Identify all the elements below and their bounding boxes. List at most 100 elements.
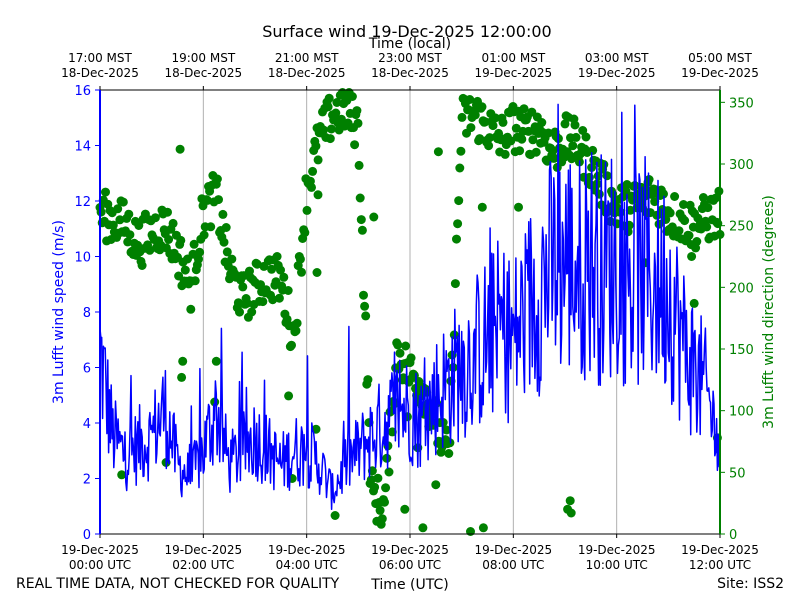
- direction-point: [311, 141, 321, 151]
- direction-point: [453, 219, 463, 229]
- direction-point: [703, 203, 713, 213]
- direction-point: [178, 356, 188, 366]
- direction-point: [211, 356, 221, 366]
- direction-point: [175, 144, 185, 154]
- direction-point: [363, 375, 373, 385]
- direction-point: [490, 113, 500, 123]
- direction-point: [235, 307, 244, 317]
- direction-point: [124, 209, 134, 219]
- direction-point: [353, 118, 363, 128]
- direction-point: [176, 235, 186, 245]
- direction-point: [454, 196, 464, 206]
- direction-point: [377, 514, 387, 524]
- direction-point: [113, 204, 123, 214]
- direction-point: [381, 483, 391, 493]
- right-axis-ticks: 0 50 100 150 200 250 300 350: [720, 96, 754, 543]
- direction-point: [356, 215, 366, 225]
- direction-point: [118, 197, 128, 207]
- direction-point: [375, 505, 385, 515]
- direction-point: [470, 110, 480, 120]
- direction-point: [484, 141, 494, 151]
- y-tick-label-right: 350: [729, 96, 754, 111]
- direction-point: [323, 102, 333, 112]
- y-axis-label-right: 3m Lufft wind direction (degrees): [761, 195, 777, 429]
- direction-point: [566, 508, 576, 518]
- direction-point: [336, 114, 346, 124]
- direction-point: [684, 231, 694, 240]
- direction-point: [466, 527, 475, 536]
- direction-point: [186, 304, 196, 314]
- direction-point: [267, 264, 277, 274]
- direction-point: [680, 216, 690, 226]
- direction-point: [194, 254, 203, 264]
- top-tick-label-time: 21:00 MST: [275, 51, 339, 65]
- x-tick-label-time: 08:00 UTC: [482, 558, 544, 572]
- direction-point: [312, 268, 322, 277]
- direction-point: [433, 147, 443, 157]
- direction-point: [478, 523, 488, 533]
- direction-point: [108, 220, 118, 230]
- direction-point: [117, 470, 127, 480]
- x-tick-label-time: 04:00 UTC: [276, 558, 338, 572]
- direction-point: [168, 218, 178, 228]
- direction-point: [418, 523, 428, 533]
- direction-point: [324, 93, 334, 103]
- direction-point: [485, 133, 495, 143]
- direction-point: [571, 132, 581, 142]
- direction-point: [272, 252, 282, 261]
- direction-point: [515, 146, 525, 156]
- top-tick-label-date: 19-Dec-2025: [681, 66, 759, 80]
- direction-point: [431, 480, 441, 490]
- direction-point: [477, 102, 487, 112]
- direction-point: [361, 311, 371, 321]
- direction-point: [565, 496, 575, 506]
- x-tick-label-date: 19-Dec-2025: [578, 543, 656, 557]
- direction-point: [570, 120, 580, 130]
- direction-point: [450, 279, 460, 289]
- y-tick-label-right: 0: [729, 528, 737, 543]
- chart-title: Surface wind 19-Dec-2025 12:00:00: [262, 22, 551, 41]
- top-tick-label-date: 18-Dec-2025: [371, 66, 449, 80]
- direction-point: [380, 497, 389, 507]
- x-tick-label-time: 06:00 UTC: [379, 558, 441, 572]
- top-tick-label-date: 18-Dec-2025: [164, 66, 242, 80]
- direction-point: [581, 132, 591, 142]
- direction-point: [406, 353, 416, 363]
- top-tick-label-time: 17:00 MST: [68, 51, 132, 65]
- y-tick-label-left: 0: [83, 528, 91, 543]
- x-axis-label: Time (UTC): [370, 577, 448, 593]
- direction-point: [457, 112, 467, 122]
- top-tick-label-date: 19-Dec-2025: [474, 66, 552, 80]
- direction-point: [456, 146, 466, 156]
- direction-point: [602, 171, 612, 181]
- top-tick-label-date: 18-Dec-2025: [268, 66, 346, 80]
- x-tick-label-date: 19-Dec-2025: [681, 543, 759, 557]
- direction-point: [199, 230, 209, 240]
- direction-point: [498, 117, 508, 127]
- top-tick-label-time: 03:00 MST: [585, 51, 649, 65]
- x-tick-label-time: 12:00 UTC: [689, 558, 751, 572]
- direction-point: [670, 192, 680, 201]
- direction-point: [319, 125, 329, 135]
- direction-point: [284, 391, 294, 401]
- direction-point: [313, 190, 323, 200]
- top-tick-label-time: 01:00 MST: [481, 51, 545, 65]
- direction-point: [674, 226, 684, 236]
- direction-point: [350, 140, 360, 150]
- direction-point: [325, 134, 335, 144]
- direction-point: [134, 221, 144, 230]
- y-axis-label-left: 3m Lufft wind speed (m/s): [51, 220, 67, 404]
- top-tick-label-date: 19-Dec-2025: [578, 66, 656, 80]
- direction-point: [177, 372, 187, 382]
- y-tick-label-right: 50: [729, 466, 746, 481]
- y-tick-label-left: 2: [83, 473, 91, 488]
- x-tick-label-date: 19-Dec-2025: [268, 543, 346, 557]
- x-tick-label-date: 19-Dec-2025: [474, 543, 552, 557]
- direction-point: [283, 286, 293, 295]
- direction-point: [180, 265, 190, 275]
- direction-point: [455, 163, 465, 173]
- x-tick-label-time: 10:00 UTC: [586, 558, 648, 572]
- y-tick-label-left: 16: [74, 84, 91, 99]
- direction-point: [444, 449, 454, 458]
